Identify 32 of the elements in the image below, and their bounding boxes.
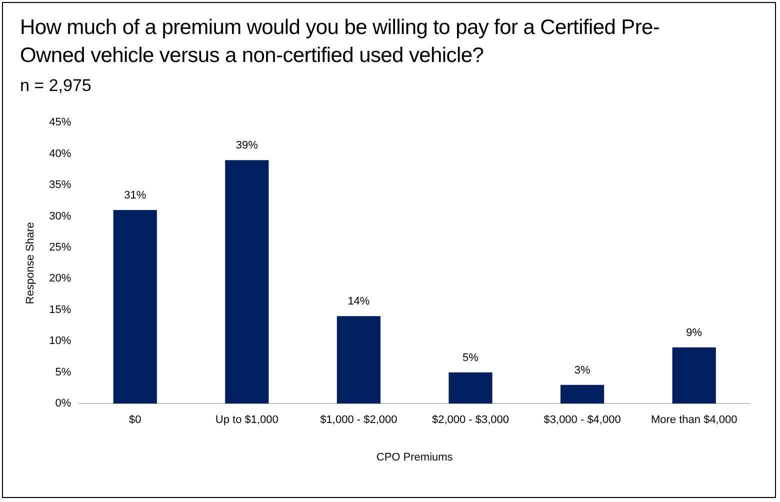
- x-tick-label: $2,000 - $3,000: [432, 414, 510, 426]
- x-tick-label: $3,000 - $4,000: [544, 414, 621, 426]
- y-tick-label: 40%: [49, 148, 72, 160]
- chart-title: How much of a premium would you be willing to pay for a Certified Pre-Owned vehicle versus a non-certified used vehicle?: [20, 15, 660, 69]
- bar: [336, 316, 381, 404]
- bar: [225, 160, 269, 404]
- y-tick-label: 30%: [49, 210, 72, 222]
- data-label: 3%: [574, 364, 590, 376]
- y-tick-label: 5%: [55, 366, 72, 378]
- x-tick-label: Up to $1,000: [215, 414, 278, 426]
- y-tick-label: 10%: [49, 335, 72, 348]
- bar: [560, 384, 604, 404]
- x-tick-label: $0: [128, 414, 142, 426]
- y-tick-label: 20%: [49, 272, 72, 285]
- data-label: 9%: [686, 326, 702, 339]
- data-label: 5%: [462, 352, 479, 364]
- x-tick-label: $1,000 - $2,000: [320, 414, 398, 426]
- y-tick-label: 15%: [49, 304, 72, 316]
- data-label: 14%: [348, 296, 370, 308]
- bar: [448, 372, 492, 404]
- y-tick-label: 25%: [49, 242, 72, 254]
- x-axis-title: CPO Premiums: [376, 451, 454, 464]
- x-tick-label: More than $4,000: [650, 414, 738, 426]
- bar: [672, 347, 716, 404]
- data-label: 31%: [124, 190, 146, 202]
- y-tick-label: 35%: [49, 179, 72, 192]
- chart-subtitle: n = 2,975: [20, 76, 92, 96]
- y-tick-label: 45%: [49, 116, 72, 129]
- bar: [113, 210, 157, 404]
- y-axis-title: Response Share: [24, 222, 37, 304]
- y-tick-label: 0%: [55, 398, 72, 410]
- data-label: 39%: [236, 140, 258, 152]
